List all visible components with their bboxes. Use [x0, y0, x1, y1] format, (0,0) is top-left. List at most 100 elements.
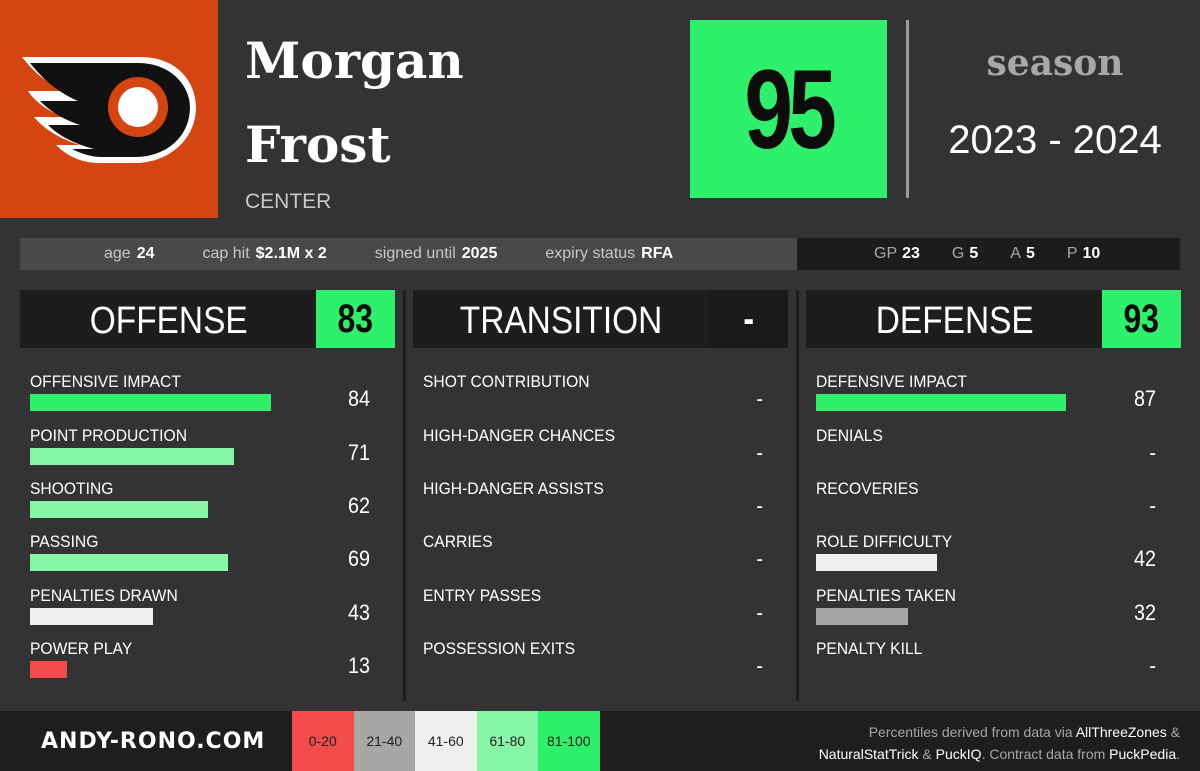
info-label: signed until — [374, 245, 456, 262]
metric-value: 43 — [347, 600, 370, 625]
metric-bar — [30, 448, 234, 465]
offense-metric: SHOOTING 62 — [30, 479, 390, 529]
column-divider — [796, 290, 799, 701]
metric-value: 87 — [1133, 386, 1156, 411]
stat-label: GP — [874, 245, 898, 262]
overall-score-value: 95 — [744, 46, 837, 172]
metric-value: - — [756, 493, 763, 518]
info-cap-hit: cap hit $2.1M x 2 — [203, 245, 327, 263]
metric-label: PENALTIES DRAWN — [30, 586, 178, 605]
credits-source-puckpedia[interactable]: PuckPedia — [1109, 746, 1177, 762]
data-credits: Percentiles derived from data via AllThr… — [800, 721, 1180, 765]
metric-label: POWER PLAY — [30, 639, 133, 658]
transition-metric: ENTRY PASSES - — [423, 586, 783, 636]
transition-column: TRANSITION - SHOT CONTRIBUTION - HIGH-DA… — [413, 290, 788, 678]
metric-bar — [30, 554, 229, 571]
credits-amp: & — [922, 746, 932, 762]
metric-bar — [816, 554, 937, 571]
offense-header: OFFENSE 83 — [20, 290, 395, 348]
transition-score: - — [709, 290, 788, 348]
metric-label: DENIALS — [816, 426, 883, 445]
season-value: 2023 - 2024 — [948, 118, 1162, 162]
player-last-name: Frost — [245, 115, 391, 174]
transition-metric: CARRIES - — [423, 532, 783, 582]
metric-label: POINT PRODUCTION — [30, 426, 187, 445]
defense-metric: RECOVERIES - — [816, 479, 1176, 529]
credits-end: . — [1176, 746, 1180, 762]
stat-value: 10 — [1082, 245, 1101, 262]
metric-label: PENALTIES TAKEN — [816, 586, 956, 605]
metric-label: HIGH-DANGER ASSISTS — [423, 479, 604, 498]
metric-value: 42 — [1133, 546, 1156, 571]
credits-source-naturalstattrick[interactable]: NaturalStatTrick — [818, 746, 919, 762]
credits-source-puckiq[interactable]: PuckIQ — [935, 746, 982, 762]
metric-bar — [816, 394, 1066, 411]
metric-label: SHOT CONTRIBUTION — [423, 372, 590, 391]
offense-title-text: OFFENSE — [89, 300, 248, 342]
metric-value: 69 — [347, 546, 370, 571]
legend-cell: 21-40 — [353, 711, 415, 771]
season-label: season — [986, 42, 1124, 84]
metric-value: - — [1149, 493, 1156, 518]
stat-p: P 10 — [1067, 245, 1100, 263]
defense-metric: ROLE DIFFICULTY 42 — [816, 532, 1176, 582]
metric-bar — [816, 608, 908, 625]
metric-value: - — [756, 600, 763, 625]
metric-value: - — [756, 546, 763, 571]
defense-header: DEFENSE 93 — [806, 290, 1181, 348]
metric-bar — [30, 394, 272, 411]
metric-value: 62 — [347, 493, 370, 518]
info-age: age 24 — [104, 245, 155, 263]
metric-label: ENTRY PASSES — [423, 586, 542, 605]
legend-cell: 81-100 — [538, 711, 600, 771]
offense-metric: OFFENSIVE IMPACT 84 — [30, 372, 390, 422]
header-divider — [906, 20, 909, 198]
offense-score: 83 — [316, 290, 395, 348]
stat-value: 23 — [902, 245, 920, 262]
credits-source-allthreezones[interactable]: AllThreeZones — [1075, 724, 1167, 740]
site-link[interactable]: ANDY-RONO.COM — [41, 729, 266, 754]
info-value: RFA — [641, 245, 674, 262]
stat-value: 5 — [969, 245, 979, 262]
stat-label: G — [951, 245, 965, 262]
metric-label: OFFENSIVE IMPACT — [30, 372, 181, 391]
legend-cell: 41-60 — [415, 711, 477, 771]
player-first-name: Morgan — [245, 31, 464, 90]
stat-label: P — [1066, 245, 1078, 262]
info-value: 24 — [136, 245, 155, 262]
metric-label: POSSESSION EXITS — [423, 639, 576, 658]
defense-column: DEFENSE 93 DEFENSIVE IMPACT 87 DENIALS -… — [806, 290, 1181, 678]
legend-cell: 61-80 — [476, 711, 538, 771]
metric-value: 71 — [347, 440, 370, 465]
defense-score-value: 93 — [1123, 296, 1160, 341]
stat-label: A — [1010, 245, 1021, 262]
metric-label: PENALTY KILL — [816, 639, 923, 658]
info-signed-until: signed until 2025 — [375, 245, 498, 263]
metric-label: SHOOTING — [30, 479, 114, 498]
metric-value: - — [1149, 653, 1156, 678]
transition-score-value: - — [743, 296, 754, 341]
offense-column: OFFENSE 83 OFFENSIVE IMPACT 84 POINT PRO… — [20, 290, 395, 678]
info-label: expiry status — [545, 245, 636, 262]
credits-amp: & — [1170, 724, 1180, 740]
percentile-legend: 0-20 21-40 41-60 61-80 81-100 — [292, 711, 600, 771]
metric-bar — [30, 501, 208, 518]
legend-cell: 0-20 — [292, 711, 354, 771]
defense-metric: PENALTY KILL - — [816, 639, 1176, 689]
defense-metric: DENIALS - — [816, 426, 1176, 476]
defense-score: 93 — [1102, 290, 1181, 348]
metric-value: 13 — [347, 653, 370, 678]
info-label: age — [104, 245, 131, 262]
metric-value: - — [1149, 440, 1156, 465]
defense-metric: PENALTIES TAKEN 32 — [816, 586, 1176, 636]
metric-value: 32 — [1133, 600, 1156, 625]
stat-value: 5 — [1025, 245, 1035, 262]
metric-bar — [30, 608, 154, 625]
info-label: cap hit — [202, 245, 250, 262]
offense-metric: PENALTIES DRAWN 43 — [30, 586, 390, 636]
defense-title-text: DEFENSE — [875, 300, 1034, 342]
metric-value: - — [756, 440, 763, 465]
metric-label: CARRIES — [423, 532, 493, 551]
